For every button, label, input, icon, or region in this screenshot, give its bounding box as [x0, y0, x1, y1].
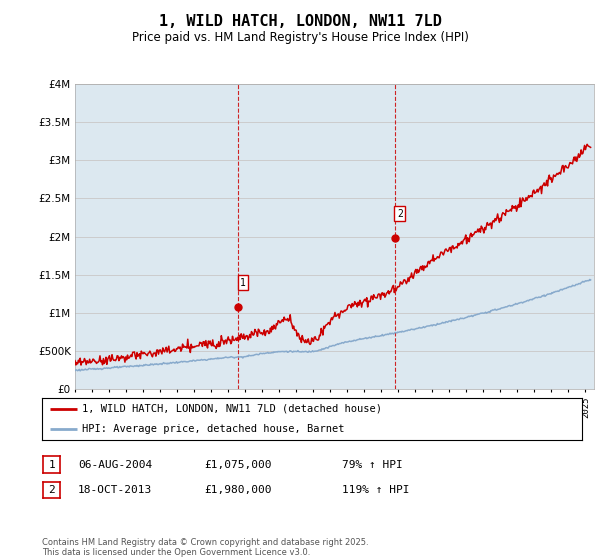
Text: 2: 2 — [397, 209, 403, 219]
Text: 1: 1 — [240, 278, 246, 288]
Text: 79% ↑ HPI: 79% ↑ HPI — [342, 460, 403, 470]
Text: £1,075,000: £1,075,000 — [204, 460, 271, 470]
Text: 2: 2 — [48, 485, 55, 495]
Text: Price paid vs. HM Land Registry's House Price Index (HPI): Price paid vs. HM Land Registry's House … — [131, 31, 469, 44]
Text: 06-AUG-2004: 06-AUG-2004 — [78, 460, 152, 470]
Text: HPI: Average price, detached house, Barnet: HPI: Average price, detached house, Barn… — [83, 424, 345, 434]
Text: 1: 1 — [48, 460, 55, 470]
Text: 1, WILD HATCH, LONDON, NW11 7LD (detached house): 1, WILD HATCH, LONDON, NW11 7LD (detache… — [83, 404, 383, 414]
Text: 119% ↑ HPI: 119% ↑ HPI — [342, 485, 409, 495]
Text: 1, WILD HATCH, LONDON, NW11 7LD: 1, WILD HATCH, LONDON, NW11 7LD — [158, 14, 442, 29]
Text: £1,980,000: £1,980,000 — [204, 485, 271, 495]
Text: 18-OCT-2013: 18-OCT-2013 — [78, 485, 152, 495]
Text: Contains HM Land Registry data © Crown copyright and database right 2025.
This d: Contains HM Land Registry data © Crown c… — [42, 538, 368, 557]
